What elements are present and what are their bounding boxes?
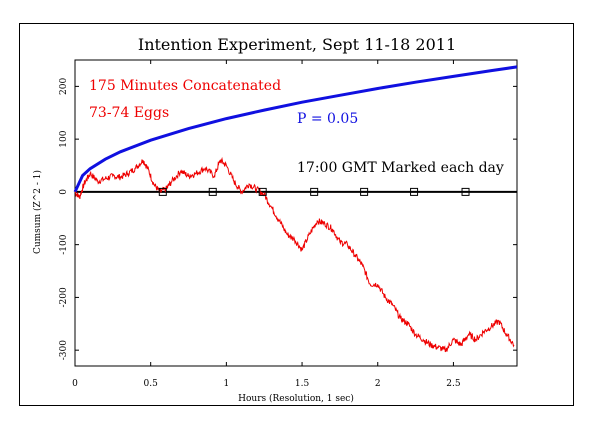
minutes-annotation: 175 Minutes Concatenated — [89, 78, 281, 94]
pvalue-annotation: P = 0.05 — [297, 111, 358, 127]
chart-title: Intention Experiment, Sept 11-18 2011 — [138, 35, 456, 54]
x-tick-label: 0 — [72, 379, 78, 389]
p05-envelope-line — [73, 65, 518, 193]
daily-mark — [258, 187, 267, 196]
x-tick-label: 2 — [375, 379, 381, 389]
y-axis-label: Cumsum (Z^2 - 1) — [32, 170, 43, 254]
y-tick-label: -100 — [59, 234, 69, 254]
y-tick-label: -200 — [59, 287, 69, 307]
axis-ticks: 0 0.5 1 1.5 2 2.5 -300 -200 -100 0 100 200 — [59, 60, 517, 389]
cumsum-line — [74, 156, 515, 353]
x-tick-label: 2.5 — [446, 379, 461, 389]
plot-frame — [19, 23, 574, 406]
daily-mark — [158, 187, 167, 196]
x-tick-label: 0.5 — [144, 379, 159, 389]
x-axis-label: Hours (Resolution, 1 sec) — [238, 393, 354, 404]
daily-mark — [410, 187, 419, 196]
daily-marks — [158, 187, 470, 196]
y-tick-label: 200 — [59, 78, 69, 95]
eggs-annotation: 73-74 Eggs — [89, 105, 169, 121]
plot-area — [74, 59, 518, 367]
daily-mark — [461, 187, 470, 196]
daily-mark — [208, 187, 217, 196]
y-tick-label: 100 — [59, 130, 69, 147]
marks-annotation: 17:00 GMT Marked each day — [297, 160, 504, 176]
daily-mark — [360, 187, 369, 196]
daily-mark — [310, 187, 319, 196]
y-tick-label: -300 — [59, 340, 69, 360]
x-tick-label: 1.5 — [295, 379, 310, 389]
y-tick-label: 0 — [59, 189, 69, 195]
x-tick-label: 1 — [224, 379, 230, 389]
